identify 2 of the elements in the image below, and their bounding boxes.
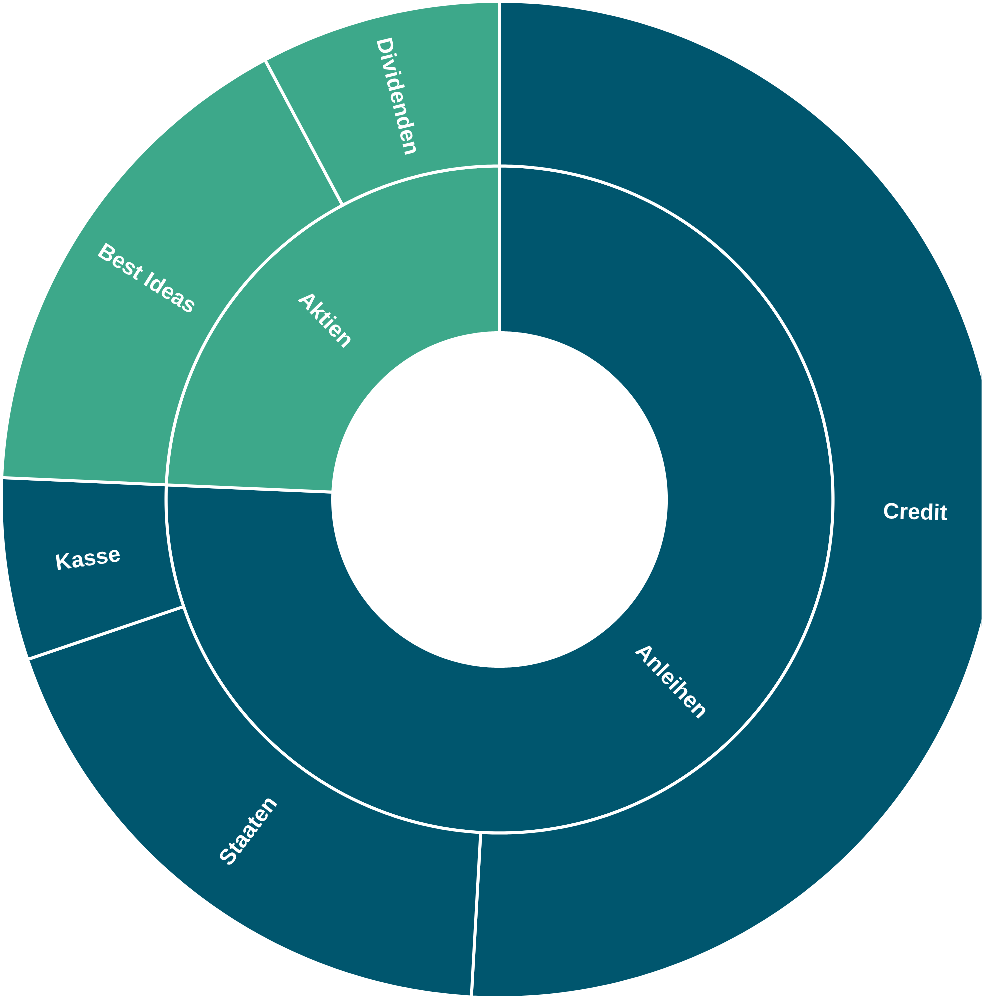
slice-label: Kasse xyxy=(56,550,120,570)
slice-label: Credit xyxy=(884,503,948,520)
